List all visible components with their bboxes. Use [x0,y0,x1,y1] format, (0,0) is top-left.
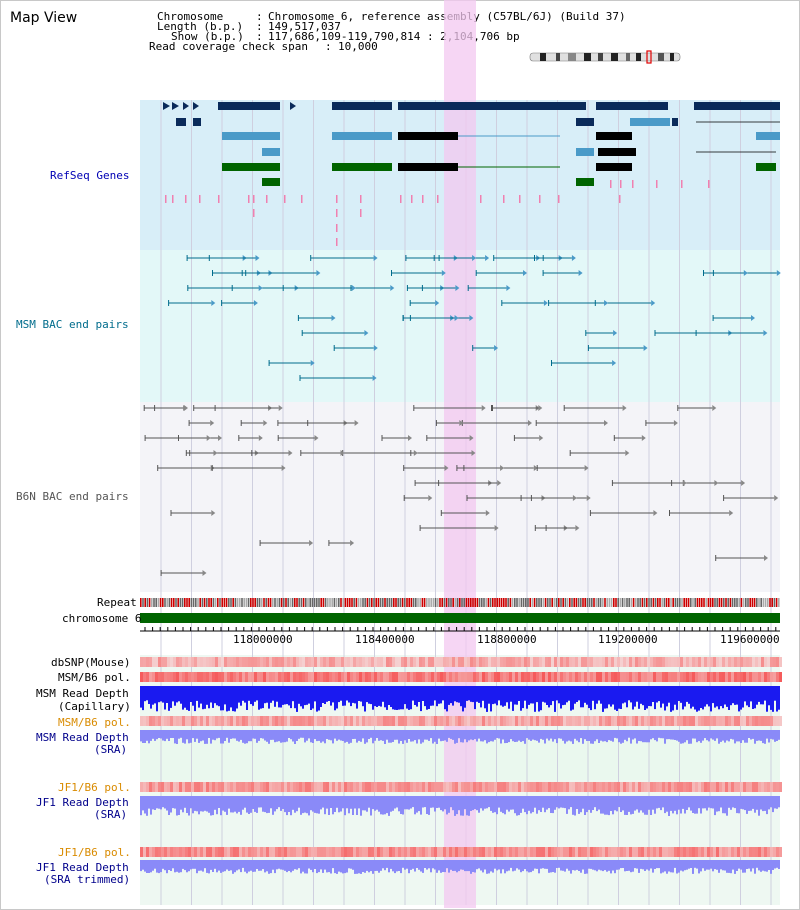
gene-feature [218,102,280,110]
track-label-jf1-depth-sra[interactable]: JF1 Read Depth [36,796,129,809]
track-label-msm-b6-pol-2[interactable]: MSM/B6 pol. [58,716,131,729]
polymorphism-heat-strips[interactable] [140,657,782,857]
gene-feature [332,102,392,110]
page-title: Map View [10,10,78,26]
axis-tick-label: 118400000 [355,633,415,646]
track-label-msm-bac[interactable]: MSM BAC end pairs [16,318,129,331]
chromosome-bar[interactable] [140,613,780,623]
gene-feature [398,102,586,110]
coverage-value: 10,000 [338,40,378,53]
chromosome-ideogram[interactable] [529,50,681,64]
track-label-msm-b6-pol[interactable]: MSM/B6 pol. [58,671,131,684]
refseq-genes-track[interactable] [163,102,780,186]
track-label-repeat[interactable]: Repeat [97,596,137,609]
track-label-msm-depth-sra-sub: (SRA) [94,743,128,756]
track-label-chromosome[interactable]: chromosome 6 [62,612,142,625]
track-label-jf1-depth-sra-sub: (SRA) [94,808,128,821]
length-value: 149,517,037 [268,20,341,33]
track-label-b6n-bac[interactable]: B6N BAC end pairs [16,490,129,503]
show-label: Show (b.p.) [171,30,244,43]
length-label: Length (b.p.) [157,20,244,33]
axis-tick-label: 118800000 [477,633,537,646]
refseq-pink-ticks [165,180,710,246]
track-label-refseq[interactable]: RefSeq Genes [50,169,130,182]
repeat-track[interactable] [140,598,780,607]
axis-tick-label: 119600000 [720,633,780,646]
track-label-jf1-depth-trim-sub: (SRA trimmed) [44,873,131,886]
axis-tick-label: 118000000 [233,633,293,646]
chromosome-label: Chromosome [157,10,224,23]
read-depth-tracks[interactable] [140,686,780,874]
axis-ticks [144,627,777,631]
track-label-dbsnp[interactable]: dbSNP(Mouse) [51,656,131,669]
track-label-msm-depth-cap-sub: (Capillary) [58,700,131,713]
track-label-jf1-b6-pol-2[interactable]: JF1/B6 pol. [58,846,131,859]
selected-region-highlight[interactable] [444,0,476,908]
msm-bac-end-pairs[interactable] [168,255,781,381]
coverage-label: Read coverage check span [149,40,308,53]
track-label-msm-depth-sra[interactable]: MSM Read Depth [36,731,129,744]
b6n-bac-end-pairs[interactable] [143,405,779,576]
gene-feature [596,102,668,110]
gene-feature [694,102,780,110]
track-label-jf1-b6-pol[interactable]: JF1/B6 pol. [58,781,131,794]
axis-tick-label: 119200000 [598,633,658,646]
track-label-jf1-depth-trim[interactable]: JF1 Read Depth [36,861,129,874]
track-label-msm-depth-cap[interactable]: MSM Read Depth [36,687,129,700]
